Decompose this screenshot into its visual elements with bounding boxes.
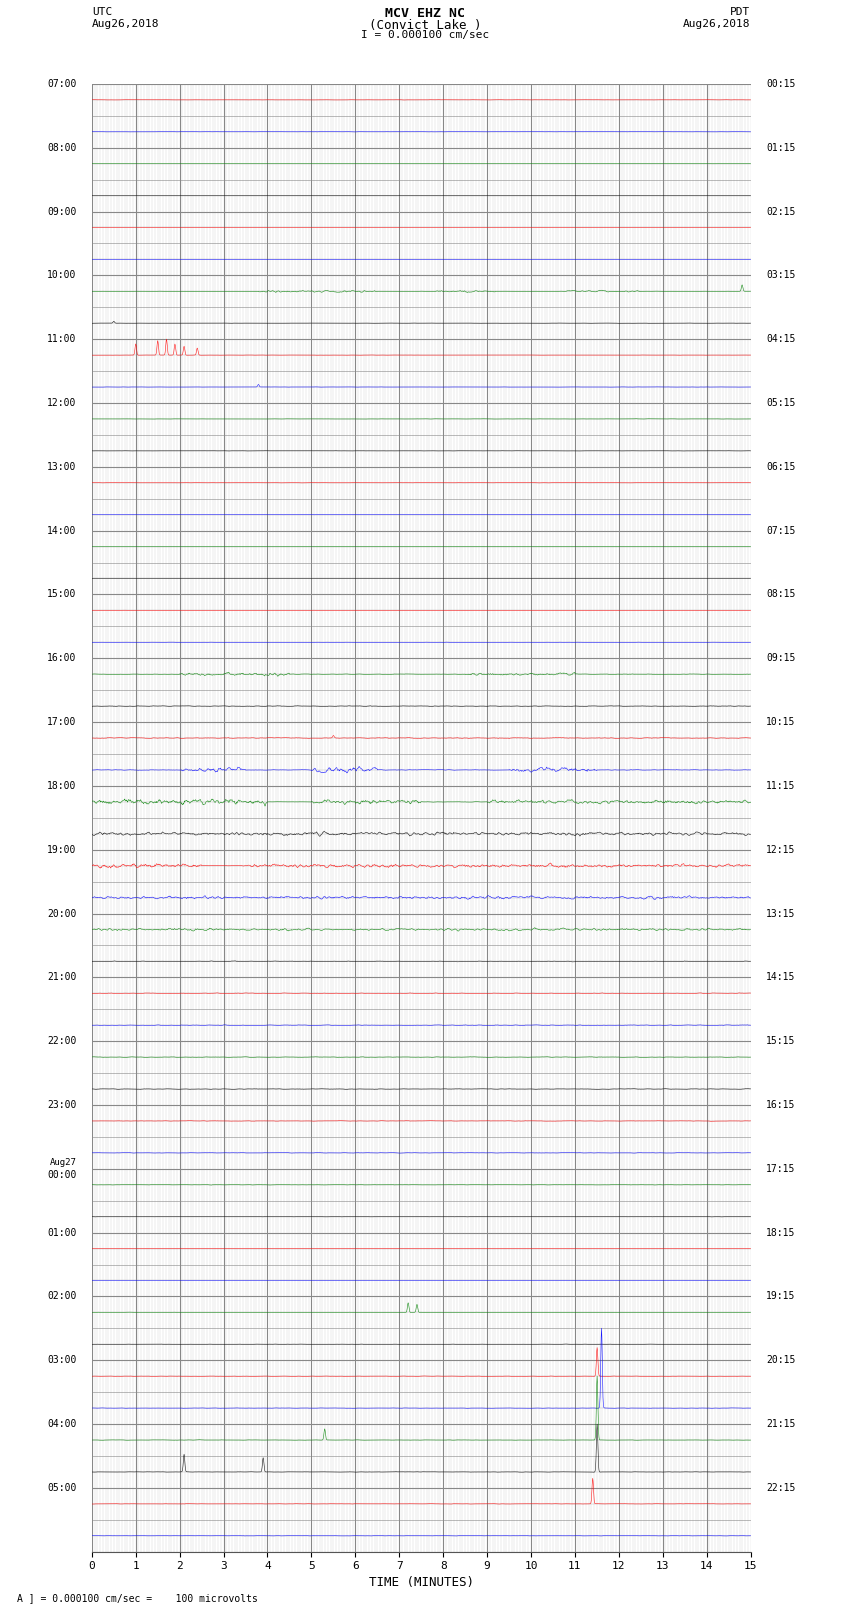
- Text: 22:00: 22:00: [47, 1036, 76, 1047]
- Text: A ] = 0.000100 cm/sec =    100 microvolts: A ] = 0.000100 cm/sec = 100 microvolts: [17, 1594, 258, 1603]
- Text: 10:00: 10:00: [47, 271, 76, 281]
- Text: 19:00: 19:00: [47, 845, 76, 855]
- Text: 14:15: 14:15: [766, 973, 796, 982]
- Text: 15:15: 15:15: [766, 1036, 796, 1047]
- Text: 09:15: 09:15: [766, 653, 796, 663]
- Text: 18:00: 18:00: [47, 781, 76, 790]
- Text: 20:15: 20:15: [766, 1355, 796, 1365]
- Text: 05:00: 05:00: [47, 1482, 76, 1494]
- Text: 05:15: 05:15: [766, 398, 796, 408]
- Text: 17:00: 17:00: [47, 718, 76, 727]
- Text: 11:15: 11:15: [766, 781, 796, 790]
- Text: 12:00: 12:00: [47, 398, 76, 408]
- Text: MCV EHZ NC: MCV EHZ NC: [385, 6, 465, 21]
- Text: Aug26,2018: Aug26,2018: [683, 18, 751, 29]
- Text: 16:15: 16:15: [766, 1100, 796, 1110]
- X-axis label: TIME (MINUTES): TIME (MINUTES): [369, 1576, 473, 1589]
- Text: 19:15: 19:15: [766, 1292, 796, 1302]
- Text: 20:00: 20:00: [47, 908, 76, 918]
- Text: 01:15: 01:15: [766, 142, 796, 153]
- Text: 21:15: 21:15: [766, 1419, 796, 1429]
- Text: UTC: UTC: [92, 6, 112, 18]
- Text: I = 0.000100 cm/sec: I = 0.000100 cm/sec: [361, 31, 489, 40]
- Text: (Convict Lake ): (Convict Lake ): [369, 18, 481, 32]
- Text: 07:00: 07:00: [47, 79, 76, 89]
- Text: 03:15: 03:15: [766, 271, 796, 281]
- Text: 07:15: 07:15: [766, 526, 796, 536]
- Text: 13:15: 13:15: [766, 908, 796, 918]
- Text: 02:00: 02:00: [47, 1292, 76, 1302]
- Text: 23:00: 23:00: [47, 1100, 76, 1110]
- Text: 03:00: 03:00: [47, 1355, 76, 1365]
- Text: 02:15: 02:15: [766, 206, 796, 216]
- Text: 10:15: 10:15: [766, 718, 796, 727]
- Text: 01:00: 01:00: [47, 1227, 76, 1237]
- Text: PDT: PDT: [730, 6, 751, 18]
- Text: 00:00: 00:00: [47, 1171, 76, 1181]
- Text: 09:00: 09:00: [47, 206, 76, 216]
- Text: 17:15: 17:15: [766, 1165, 796, 1174]
- Text: 08:15: 08:15: [766, 589, 796, 600]
- Text: 15:00: 15:00: [47, 589, 76, 600]
- Text: 13:00: 13:00: [47, 461, 76, 471]
- Text: 12:15: 12:15: [766, 845, 796, 855]
- Text: 18:15: 18:15: [766, 1227, 796, 1237]
- Text: 08:00: 08:00: [47, 142, 76, 153]
- Text: Aug26,2018: Aug26,2018: [92, 18, 159, 29]
- Text: 14:00: 14:00: [47, 526, 76, 536]
- Text: 00:15: 00:15: [766, 79, 796, 89]
- Text: 11:00: 11:00: [47, 334, 76, 344]
- Text: 04:15: 04:15: [766, 334, 796, 344]
- Text: 06:15: 06:15: [766, 461, 796, 471]
- Text: Aug27: Aug27: [49, 1158, 76, 1168]
- Text: 21:00: 21:00: [47, 973, 76, 982]
- Text: 22:15: 22:15: [766, 1482, 796, 1494]
- Text: 04:00: 04:00: [47, 1419, 76, 1429]
- Text: 16:00: 16:00: [47, 653, 76, 663]
